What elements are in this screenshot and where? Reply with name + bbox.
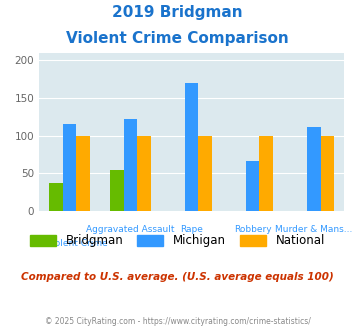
Bar <box>260 136 273 211</box>
Text: Compared to U.S. average. (U.S. average equals 100): Compared to U.S. average. (U.S. average … <box>21 272 334 282</box>
Bar <box>198 136 212 211</box>
Bar <box>307 127 321 211</box>
Text: Violent Crime Comparison: Violent Crime Comparison <box>66 31 289 46</box>
Text: All Violent Crime: All Violent Crime <box>32 239 108 248</box>
Text: Aggravated Assault: Aggravated Assault <box>86 225 175 234</box>
Text: Murder & Mans...: Murder & Mans... <box>275 225 353 234</box>
Bar <box>76 136 90 211</box>
Text: © 2025 CityRating.com - https://www.cityrating.com/crime-statistics/: © 2025 CityRating.com - https://www.city… <box>45 317 310 326</box>
Bar <box>124 119 137 211</box>
Bar <box>137 136 151 211</box>
Legend: Bridgman, Michigan, National: Bridgman, Michigan, National <box>30 234 325 248</box>
Bar <box>246 161 260 211</box>
Bar <box>49 183 63 211</box>
Text: Robbery: Robbery <box>234 225 272 234</box>
Bar <box>185 83 198 211</box>
Bar <box>110 170 124 211</box>
Text: 2019 Bridgman: 2019 Bridgman <box>112 5 243 20</box>
Bar <box>63 124 76 211</box>
Bar <box>321 136 334 211</box>
Text: Rape: Rape <box>180 225 203 234</box>
